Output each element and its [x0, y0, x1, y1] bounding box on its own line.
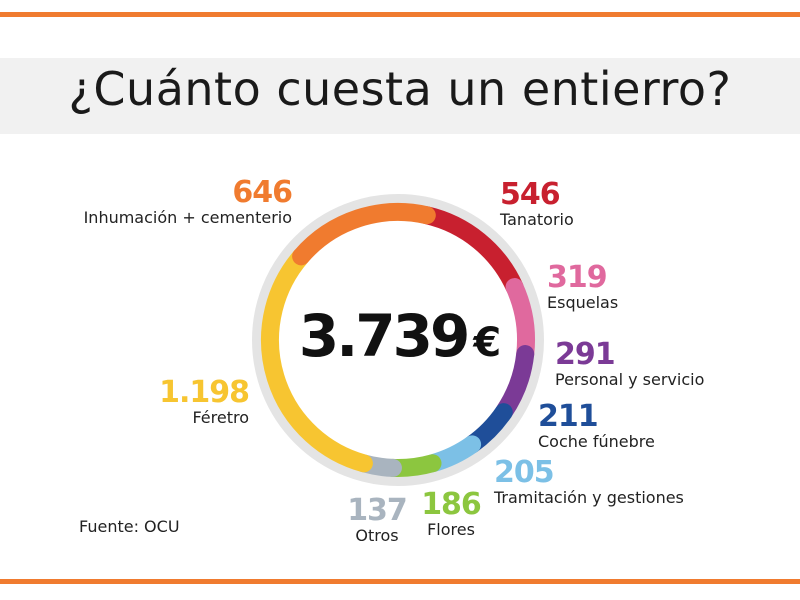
- slice-name: Esquelas: [547, 293, 619, 312]
- page-title: ¿Cuánto cuesta un entierro?: [68, 62, 732, 116]
- slice-name: Coche fúnebre: [538, 432, 655, 451]
- slice-value: 211: [538, 399, 599, 434]
- slice-value: 319: [547, 260, 608, 295]
- slice-name: Tanatorio: [500, 210, 574, 229]
- slice-name: Otros: [355, 526, 399, 545]
- donut-slice-0: [417, 206, 524, 297]
- slice-label-personal: 291 Personal y servicio: [555, 340, 704, 390]
- slice-name: Tramitación y gestiones: [494, 488, 684, 507]
- slice-name: Personal y servicio: [555, 370, 705, 389]
- donut-track: [252, 194, 544, 486]
- slice-label-tramitacion: 205 Tramitación y gestiones: [494, 458, 684, 508]
- title-band: [0, 58, 800, 134]
- total-value: 3.739: [298, 302, 470, 370]
- bottom-accent-rule: [0, 579, 800, 584]
- top-accent-rule: [0, 12, 800, 17]
- donut-slice-8: [292, 203, 436, 266]
- slice-label-otros: 137 Otros: [346, 496, 408, 546]
- slice-value: 646: [232, 175, 293, 210]
- slice-value: 186: [421, 487, 482, 522]
- donut-slice-7: [261, 247, 373, 473]
- slice-label-tanatorio: 546 Tanatorio: [500, 180, 574, 230]
- source-note: Fuente: OCU: [79, 517, 180, 536]
- slice-label-coche: 211 Coche fúnebre: [538, 402, 655, 452]
- slice-name: Inhumación + cementerio: [83, 208, 292, 227]
- slice-value: 137: [347, 493, 408, 528]
- slice-name: Féretro: [192, 408, 249, 427]
- slice-value: 291: [555, 337, 616, 372]
- slice-name: Flores: [427, 520, 475, 539]
- slice-value: 1.198: [159, 375, 250, 410]
- slice-label-inhumacion: 646 Inhumación + cementerio: [83, 175, 293, 228]
- slice-label-feretro: 1.198 Féretro: [159, 375, 250, 428]
- total-cost: 3.739 €: [275, 302, 525, 382]
- slice-label-flores: 186 Flores: [420, 490, 482, 540]
- slice-value: 205: [494, 455, 555, 490]
- currency-symbol: €: [473, 320, 502, 366]
- slice-label-esquelas: 319 Esquelas: [547, 263, 618, 313]
- slice-value: 546: [500, 177, 561, 212]
